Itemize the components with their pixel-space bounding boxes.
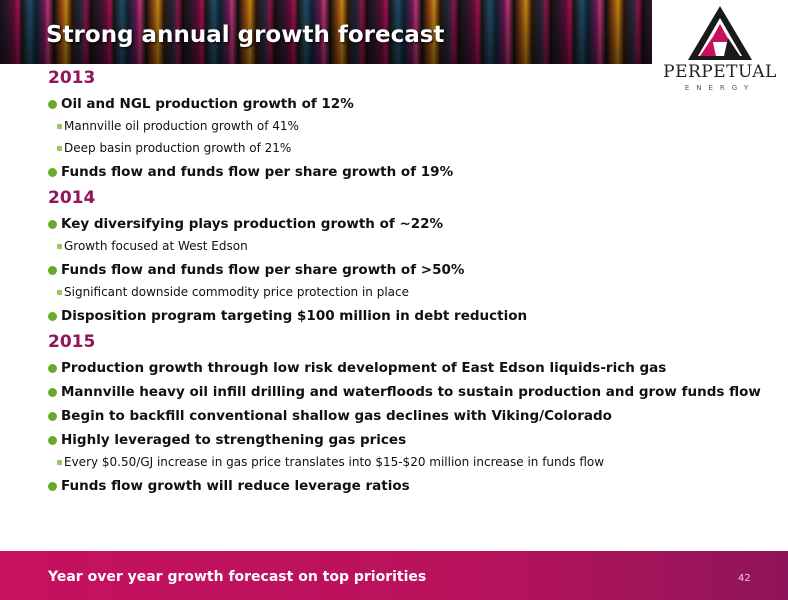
bullet-item: Funds flow growth will reduce leverage r… bbox=[48, 478, 768, 494]
year-heading: 2015 bbox=[48, 332, 96, 352]
footer-bar: Year over year growth forecast on top pr… bbox=[0, 551, 788, 600]
slide-content: 2013 Oil and NGL production growth of 12… bbox=[48, 68, 768, 494]
bullet-item: Disposition program targeting $100 milli… bbox=[48, 308, 768, 324]
page-number: 42 bbox=[738, 573, 751, 584]
sub-bullet-item: Mannville oil production growth of 41% bbox=[48, 119, 768, 134]
year-heading: 2013 bbox=[48, 68, 96, 88]
section-2013: 2013 Oil and NGL production growth of 12… bbox=[48, 68, 768, 180]
bullet-item: Funds flow and funds flow per share grow… bbox=[48, 164, 768, 180]
bullet-item: Begin to backfill conventional shallow g… bbox=[48, 408, 768, 424]
perpetual-logo-icon bbox=[688, 6, 752, 60]
section-2014: 2014 Key diversifying plays production g… bbox=[48, 188, 768, 324]
sub-bullet-item: Every $0.50/GJ increase in gas price tra… bbox=[48, 455, 768, 470]
section-2015: 2015 Production growth through low risk … bbox=[48, 332, 768, 494]
bullet-item: Highly leveraged to strengthening gas pr… bbox=[48, 432, 768, 448]
year-heading: 2014 bbox=[48, 188, 96, 208]
logo-subtitle: ENERGY bbox=[684, 84, 756, 92]
sub-bullet-item: Growth focused at West Edson bbox=[48, 239, 768, 254]
bullet-item: Funds flow and funds flow per share grow… bbox=[48, 262, 768, 278]
sub-bullet-item: Significant downside commodity price pro… bbox=[48, 285, 768, 300]
bullet-item: Mannville heavy oil infill drilling and … bbox=[48, 384, 768, 400]
company-logo: PERPETUAL ENERGY bbox=[652, 0, 788, 100]
footer-caption: Year over year growth forecast on top pr… bbox=[48, 569, 427, 585]
bullet-item: Production growth through low risk devel… bbox=[48, 360, 768, 376]
bullet-item: Oil and NGL production growth of 12% bbox=[48, 96, 768, 112]
bullet-item: Key diversifying plays production growth… bbox=[48, 216, 768, 232]
slide-title: Strong annual growth forecast bbox=[46, 22, 445, 48]
sub-bullet-item: Deep basin production growth of 21% bbox=[48, 141, 768, 156]
logo-wordmark: PERPETUAL bbox=[663, 62, 777, 82]
